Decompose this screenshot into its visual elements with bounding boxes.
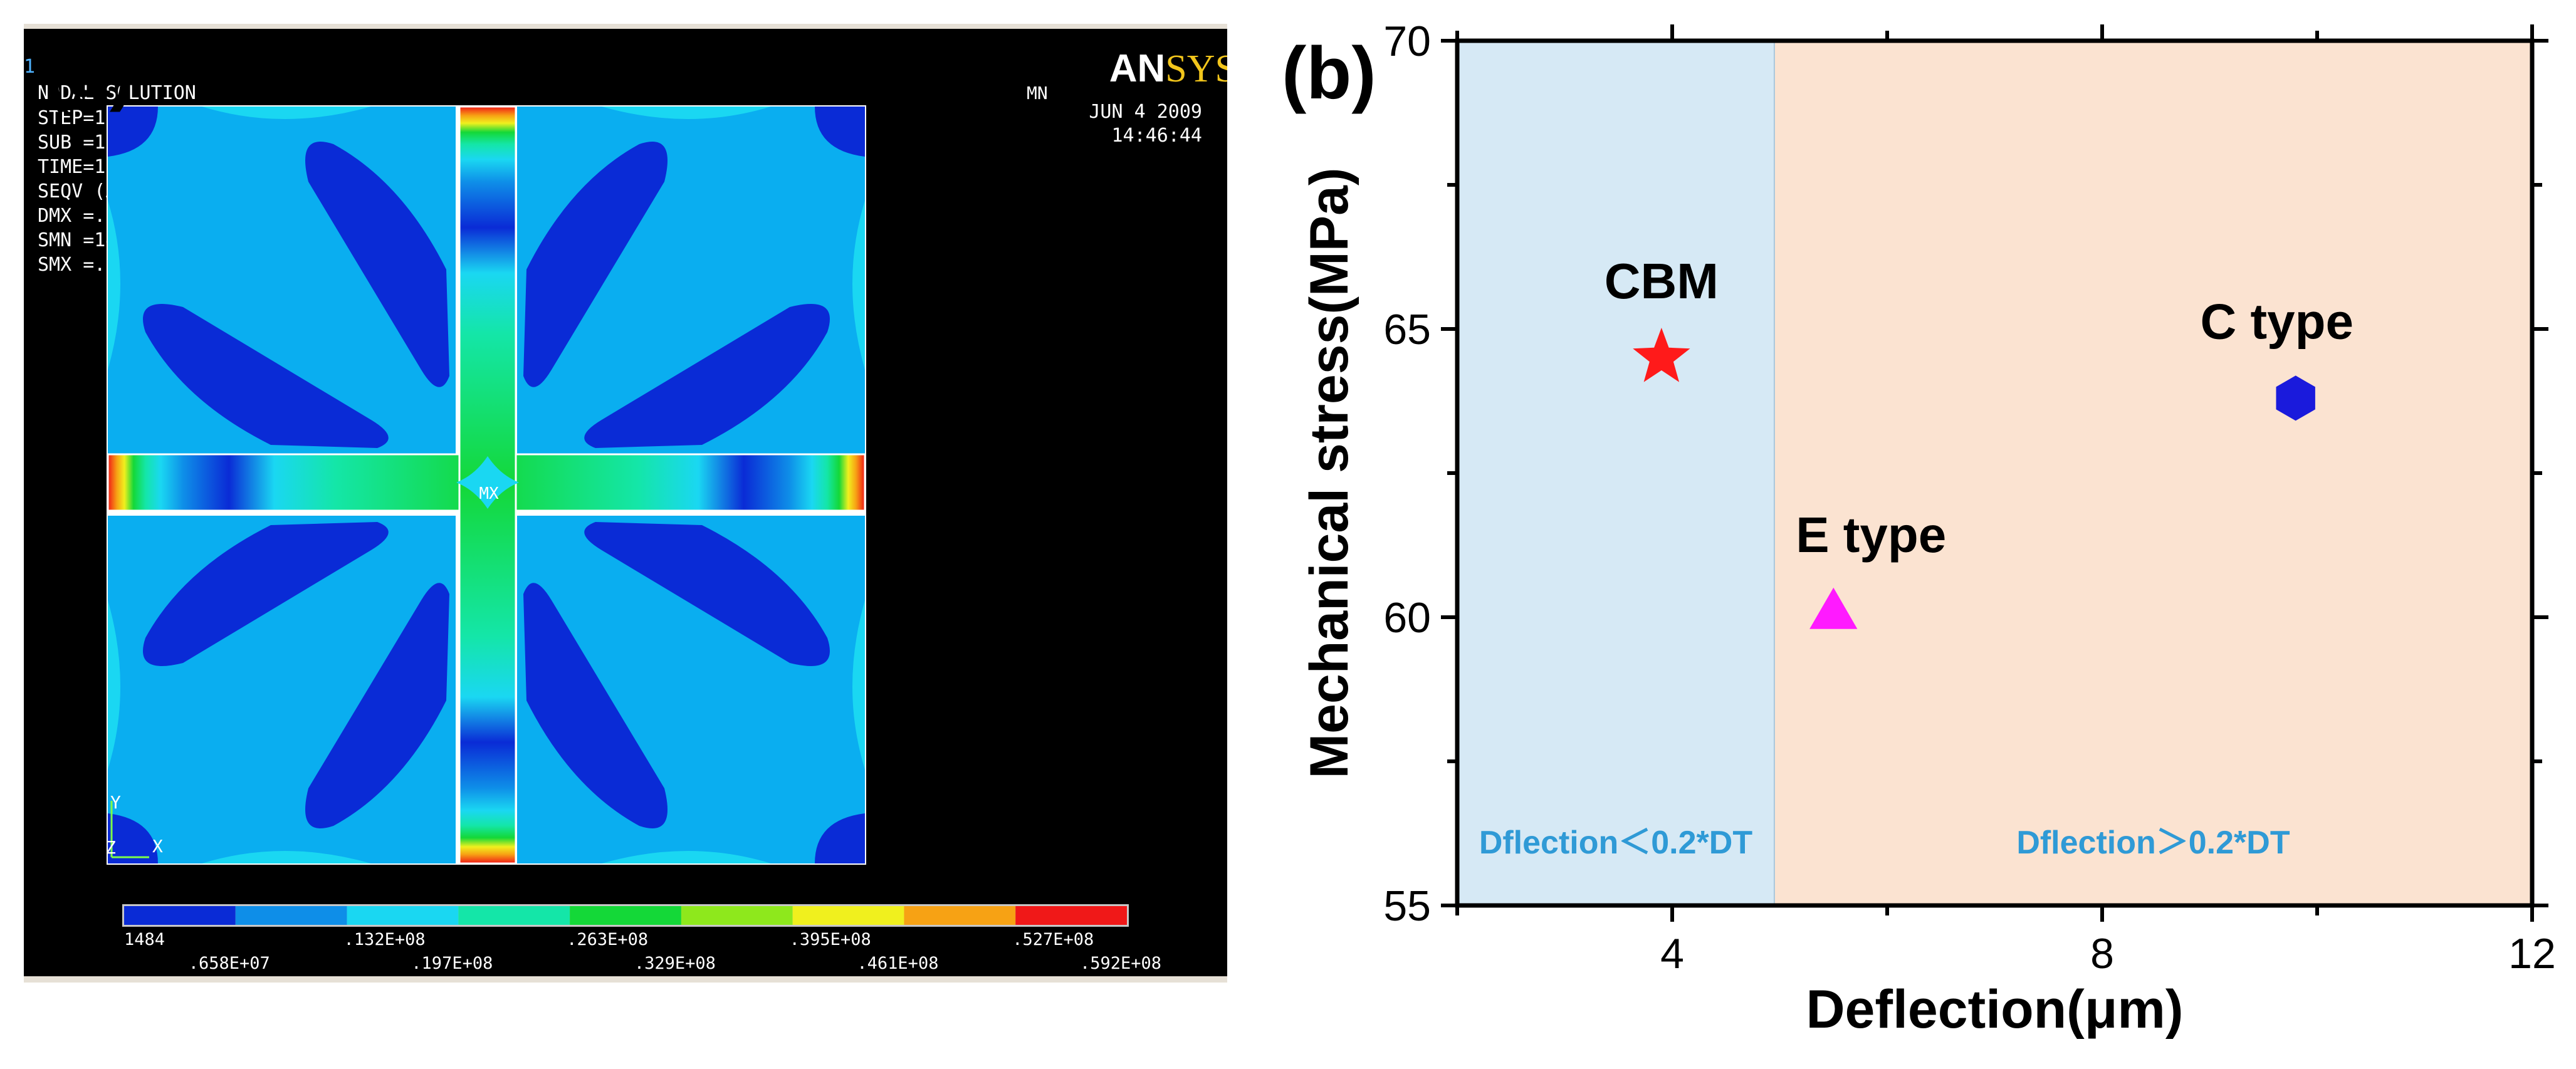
- ansys-logo: ANSYS: [1109, 47, 1227, 90]
- point-label: CBM: [1605, 253, 1719, 309]
- solution-param: STEP=1: [38, 107, 105, 129]
- contour-plot: MX Y Z X: [105, 105, 866, 865]
- legend-label-top: .263E+08: [567, 930, 648, 949]
- solution-date: JUN 4 2009: [1089, 101, 1202, 123]
- y-axis-label: Mechanical stress(MPa): [1299, 167, 1359, 778]
- legend-swatch: [458, 906, 570, 925]
- x-tick-label: 12: [2508, 930, 2556, 978]
- x-axis-label: Deflection(μm): [1806, 979, 2183, 1040]
- legend-swatch: [124, 906, 236, 925]
- point-label: E type: [1796, 507, 1946, 563]
- legend-swatch: [681, 906, 793, 925]
- legend-swatch: [904, 906, 1016, 925]
- legend-label-bottom: .197E+08: [411, 954, 493, 973]
- chart-regions: Dflection＜0.2*DT Dflection＞0.2*DT: [1457, 41, 2532, 905]
- legend-swatch: [347, 906, 459, 925]
- legend-label-top: .527E+08: [1012, 930, 1094, 949]
- chart-points: CBM E type C type: [1605, 253, 2353, 629]
- solution-time: 14:46:44: [1112, 125, 1203, 147]
- region-label: Dflection＞0.2*DT: [2016, 825, 2290, 861]
- legend-label-top: 1484: [124, 930, 165, 949]
- triad-x: X: [152, 836, 163, 857]
- legend-label-bottom: .658E+07: [189, 954, 270, 973]
- legend-label-top: .132E+08: [344, 930, 426, 949]
- legend-label-bottom: .461E+08: [857, 954, 938, 973]
- y-tick-label: 70: [1383, 18, 1431, 65]
- y-tick-label: 55: [1383, 882, 1431, 930]
- point-star: [1633, 328, 1690, 382]
- panel-b-label: (b): [1282, 32, 1376, 115]
- solution-param: SUB =1: [38, 132, 105, 154]
- legend-label-bottom: .592E+08: [1080, 954, 1161, 973]
- corner-mark: 1: [24, 56, 35, 78]
- mx-marker: MX: [479, 484, 499, 503]
- legend-label-top: .395E+08: [790, 930, 871, 949]
- y-tick-label: 65: [1383, 306, 1431, 353]
- solution-title: NODAL SOLUTION: [38, 82, 196, 104]
- legend-swatch: [235, 906, 347, 925]
- mn-label: MN: [1027, 83, 1048, 103]
- stress-deflection-chart: Dflection＜0.2*DT Dflection＞0.2*DT 4 8 12 55 6…: [1299, 18, 2556, 1040]
- solution-param: TIME=1: [38, 156, 105, 178]
- legend-swatch: [570, 906, 681, 925]
- triad-y: Y: [110, 792, 121, 813]
- triad-z: Z: [105, 837, 116, 858]
- x-tick-label: 8: [2090, 930, 2114, 978]
- point-triangle: [1809, 587, 1858, 629]
- legend-swatch: [1015, 906, 1127, 925]
- x-tick-label: 4: [1660, 930, 1684, 978]
- panel-a-label: (a): [44, 30, 135, 113]
- contour-legend: 1484 .132E+08 .263E+08 .395E+08 .527E+08 .658…: [122, 904, 1161, 973]
- region-1: [1774, 41, 2532, 905]
- region-label: Dflection＜0.2*DT: [1479, 825, 1753, 861]
- chart-axes: 4 8 12 55 60 65 70: [1383, 18, 2555, 978]
- legend-swatch: [792, 906, 904, 925]
- legend-label-bottom: .329E+08: [634, 954, 716, 973]
- ansys-logo-an: AN: [1109, 47, 1166, 90]
- ansys-logo-sys: SYS: [1165, 48, 1227, 90]
- point-label: C type: [2200, 293, 2353, 349]
- y-tick-label: 60: [1383, 594, 1431, 642]
- point-hexagon: [2276, 375, 2315, 421]
- region-0: [1457, 41, 1774, 905]
